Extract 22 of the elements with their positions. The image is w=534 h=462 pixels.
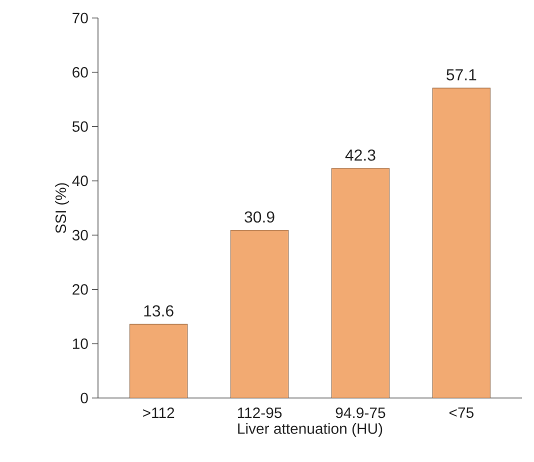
x-tick-label: 94.9-75 (336, 408, 386, 418)
y-tick-label: 0 (80, 392, 88, 404)
x-tick-label: 112-95 (238, 408, 282, 418)
y-tick-label: 30 (72, 230, 88, 240)
data-label: 42.3 (345, 149, 376, 161)
data-label: 57.1 (446, 69, 476, 80)
y-tick-label: 20 (72, 284, 88, 295)
bar (230, 230, 289, 398)
bar (331, 168, 390, 398)
y-axis-title: SSI (%) (55, 183, 70, 234)
bar (432, 88, 491, 398)
x-axis-title: Liver attenuation (HU) (238, 422, 382, 437)
y-tick-label: 10 (73, 338, 88, 349)
x-tick-label: <75 (449, 408, 474, 418)
y-tick-label: 60 (72, 66, 88, 78)
bar (130, 324, 188, 398)
y-tick-label: 70 (72, 12, 88, 24)
y-tick-label: 40 (72, 176, 88, 186)
data-label: 13.6 (144, 305, 174, 317)
y-tick-label: 50 (72, 121, 88, 132)
x-tick-label: >112 (143, 408, 174, 418)
data-label: 30.9 (244, 211, 274, 223)
